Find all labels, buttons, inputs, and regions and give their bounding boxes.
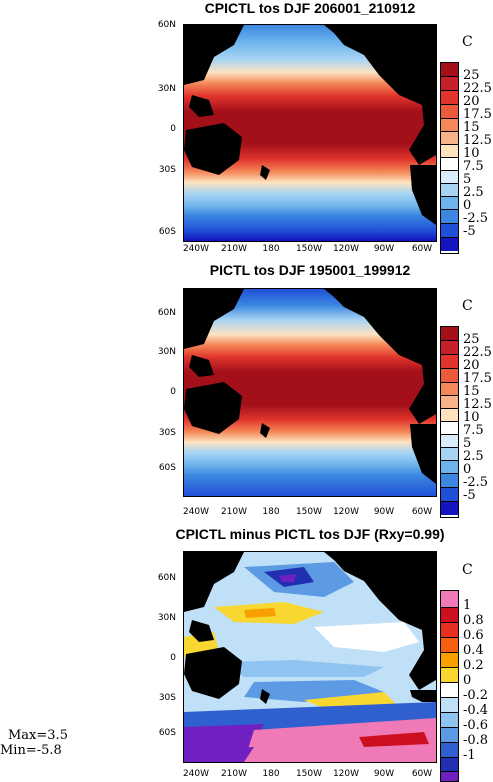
land-mask [184, 289, 436, 484]
p1-unit: C [462, 34, 473, 50]
p1-cb-label: -2.5 [463, 211, 489, 226]
p2-unit: C [462, 298, 473, 314]
p3-xtick-90w: 90W [373, 769, 395, 779]
p2-xtick-210w: 210W [220, 507, 248, 517]
panel-2-map [183, 288, 437, 497]
p3-ytick-30n: 30N [157, 613, 176, 623]
p2-xtick-180: 180 [262, 507, 280, 517]
p3-xtick-120w: 120W [332, 769, 360, 779]
land-mask [184, 25, 436, 225]
p2-cb-label: 15 [463, 384, 480, 399]
p1-cb-label: -5 [463, 224, 476, 239]
p2-ytick-30n: 30N [157, 347, 176, 357]
p3-cb-label: 0 [463, 673, 472, 688]
p3-cb-label: 1 [463, 598, 472, 613]
p2-cb-label: -5 [463, 488, 476, 503]
p1-cb-label: 25 [463, 68, 480, 83]
p2-cb-label: 20 [463, 358, 480, 373]
p1-cb-label: 5 [463, 172, 472, 187]
p3-cb-label: -0.6 [463, 718, 489, 733]
p1-cb-label: 7.5 [463, 159, 484, 174]
p3-cb-label: 0.4 [463, 643, 484, 658]
p2-cb-label: 7.5 [463, 423, 484, 438]
p2-cb-label: 10 [463, 410, 480, 425]
p2-colorbar [440, 326, 459, 518]
p1-cb-label: 12.5 [463, 133, 492, 148]
p2-xtick-150w: 150W [295, 507, 323, 517]
p2-ytick-0: 0 [170, 387, 176, 397]
p1-cb-label: 2.5 [463, 185, 484, 200]
p2-cb-label: 25 [463, 332, 480, 347]
p2-cb-label: 0 [463, 462, 472, 477]
p3-cb-label: 0.8 [463, 613, 484, 628]
p1-ytick-60n: 60N [157, 20, 176, 30]
p2-cb-label: 5 [463, 436, 472, 451]
p3-cb-label: 0.2 [463, 658, 484, 673]
p1-xtick-90w: 90W [373, 244, 395, 254]
p2-ytick-60n: 60N [157, 308, 176, 318]
p3-cb-label: -0.2 [463, 688, 489, 703]
p1-xtick-180: 180 [262, 244, 280, 254]
p1-ytick-0: 0 [170, 124, 176, 134]
p1-xtick-120w: 120W [332, 244, 360, 254]
panel-1-title: CPICTL tos DJF 206001_210912 [204, 0, 416, 16]
p1-cb-label: 17.5 [463, 107, 492, 122]
p1-xtick-150w: 150W [295, 244, 323, 254]
p1-xtick-60w: 60W [411, 244, 433, 254]
p3-xtick-240w: 240W [182, 769, 210, 779]
p2-cb-label: -2.5 [463, 475, 489, 490]
p3-ytick-60s: 60S [158, 728, 176, 738]
p3-cb-label: -0.4 [463, 703, 489, 718]
p2-cb-label: 17.5 [463, 371, 492, 386]
p3-ytick-30s: 30S [158, 693, 176, 703]
p1-ytick-30n: 30N [157, 84, 176, 94]
panel-3-map [183, 551, 437, 763]
p2-cb-label: 22.5 [463, 345, 492, 360]
p3-xtick-180: 180 [262, 769, 280, 779]
p3-cb-label: -1 [463, 748, 476, 763]
land-mask [184, 552, 436, 704]
p1-cb-label: 15 [463, 120, 480, 135]
p1-xtick-240w: 240W [182, 244, 210, 254]
p2-xtick-60w: 60W [411, 507, 433, 517]
p2-ytick-30s: 30S [158, 428, 176, 438]
panel-3-title: CPICTL minus PICTL tos DJF (Rxy=0.99) [175, 526, 445, 542]
p3-xtick-210w: 210W [220, 769, 248, 779]
panel-1-map [183, 24, 437, 242]
panel-2-title: PICTL tos DJF 195001_199912 [209, 262, 411, 278]
p3-xtick-150w: 150W [295, 769, 323, 779]
p1-ytick-60s: 60S [158, 227, 176, 237]
p2-xtick-120w: 120W [332, 507, 360, 517]
p3-xtick-60w: 60W [411, 769, 433, 779]
p1-xtick-210w: 210W [220, 244, 248, 254]
p2-ytick-60s: 60S [158, 463, 176, 473]
p2-cb-label: 2.5 [463, 449, 484, 464]
p1-cb-label: 10 [463, 146, 480, 161]
p3-unit: C [462, 562, 473, 578]
min-stat: Min=-5.8 [0, 743, 62, 758]
p1-cb-label: 20 [463, 94, 480, 109]
p2-xtick-240w: 240W [182, 507, 210, 517]
p2-xtick-90w: 90W [373, 507, 395, 517]
p3-ytick-60n: 60N [157, 573, 176, 583]
p1-ytick-30s: 30S [158, 165, 176, 175]
p3-colorbar [440, 590, 459, 782]
p3-cb-label: 0.6 [463, 628, 484, 643]
p1-cb-label: 0 [463, 198, 472, 213]
max-stat: Max=3.5 [8, 728, 68, 743]
p3-ytick-0: 0 [170, 653, 176, 663]
p1-cb-label: 22.5 [463, 81, 492, 96]
p2-cb-label: 12.5 [463, 397, 492, 412]
p3-cb-label: -0.8 [463, 733, 489, 748]
p1-colorbar [440, 62, 459, 254]
